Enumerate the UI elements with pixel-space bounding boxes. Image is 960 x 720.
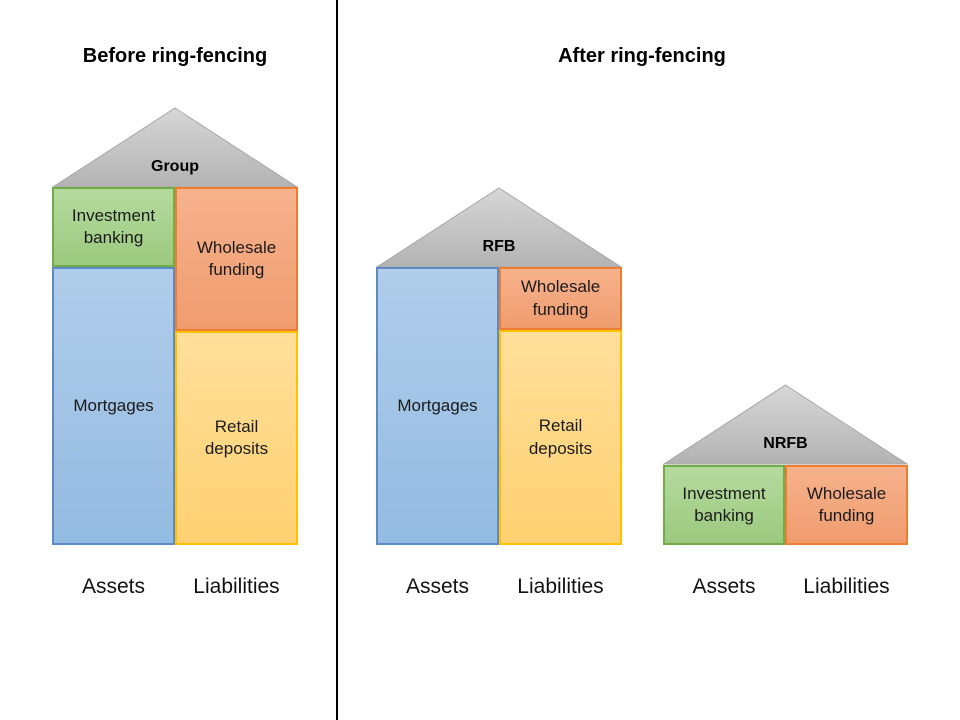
rfb-roof-label: RFB <box>482 238 516 255</box>
group-retail-deposits-block: Retail deposits <box>175 331 298 545</box>
group-assets-label: Assets <box>81 575 146 598</box>
rfb-wholesale-funding-label: Wholesale funding <box>520 277 601 319</box>
group-mortgages-block: Mortgages <box>52 267 175 545</box>
rfb-mortgages-block: Mortgages <box>376 267 499 545</box>
group-wholesale-funding-block: Wholesale funding <box>175 187 298 331</box>
nrfb-wholesale-funding-label: Wholesale funding <box>806 483 887 525</box>
group-liabilities-label: Liabilities <box>193 575 280 598</box>
group-roof-label: Group <box>151 158 199 175</box>
nrfb-assets-label: Assets <box>692 575 756 598</box>
group-wholesale-funding-label: Wholesale funding <box>196 237 277 279</box>
group-investment-banking-label: Investment banking <box>71 205 156 247</box>
before-title: Before ring-fencing <box>82 45 268 67</box>
rfb-wholesale-funding-block: Wholesale funding <box>499 267 622 330</box>
rfb-retail-deposits-block: Retail deposits <box>499 330 622 545</box>
rfb-assets-label: Assets <box>405 575 470 598</box>
group-retail-deposits-label: Retail deposits <box>204 416 269 458</box>
panel-divider <box>336 0 338 720</box>
group-mortgages-label: Mortgages <box>73 395 154 415</box>
nrfb-liabilities-label: Liabilities <box>803 575 890 598</box>
after-title: After ring-fencing <box>558 45 726 67</box>
nrfb-wholesale-funding-block: Wholesale funding <box>785 465 908 545</box>
rfb-liabilities-label: Liabilities <box>517 575 604 598</box>
nrfb-investment-banking-label: Investment banking <box>682 483 766 525</box>
nrfb-investment-banking-block: Investment banking <box>663 465 785 545</box>
group-investment-banking-block: Investment banking <box>52 187 175 267</box>
rfb-retail-deposits-label: Retail deposits <box>528 416 593 458</box>
nrfb-house-roof <box>663 384 908 465</box>
rfb-mortgages-label: Mortgages <box>397 395 478 415</box>
nrfb-roof-label: NRFB <box>763 435 808 452</box>
